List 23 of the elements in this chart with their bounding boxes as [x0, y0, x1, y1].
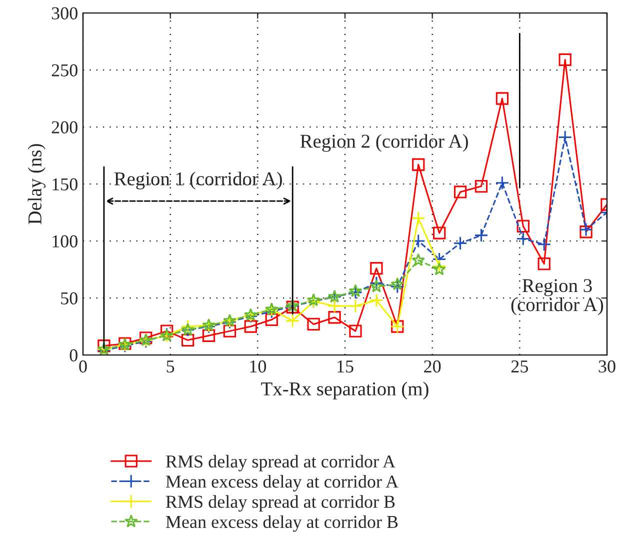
x-tick-label: 5: [166, 360, 174, 373]
x-tick-label: 20: [424, 360, 441, 373]
y-tick-label: 300: [52, 7, 78, 20]
x-tick-label: 0: [79, 360, 87, 373]
annotation: Region 2 (corridor A): [300, 134, 468, 152]
y-tick-label: 200: [52, 121, 78, 134]
x-tick-label: 15: [338, 360, 354, 373]
legend-label: Mean excess delay at corridor B: [166, 515, 398, 532]
y-axis-title: Delay (ns): [28, 144, 46, 224]
y-tick-label: 250: [52, 64, 78, 76]
x-tick-label: 30: [598, 360, 616, 373]
legend-label: Mean excess delay at corridor A: [166, 475, 398, 492]
x-axis-title: Tx-Rx separation (m): [261, 382, 428, 400]
y-tick-label: 100: [52, 235, 78, 248]
legend-label: RMS delay spread at corridor A: [166, 454, 396, 472]
y-tick-label: 0: [70, 349, 78, 362]
legend-label: RMS delay spread at corridor B: [166, 495, 395, 512]
y-tick-label: 50: [61, 292, 78, 304]
y-tick-label: 150: [52, 178, 78, 190]
x-tick-label: 25: [511, 360, 528, 373]
annotation: Region 1 (corridor A): [114, 172, 282, 190]
annotation: Region 3 (corridor A): [511, 279, 604, 316]
x-tick-label: 10: [250, 360, 266, 373]
